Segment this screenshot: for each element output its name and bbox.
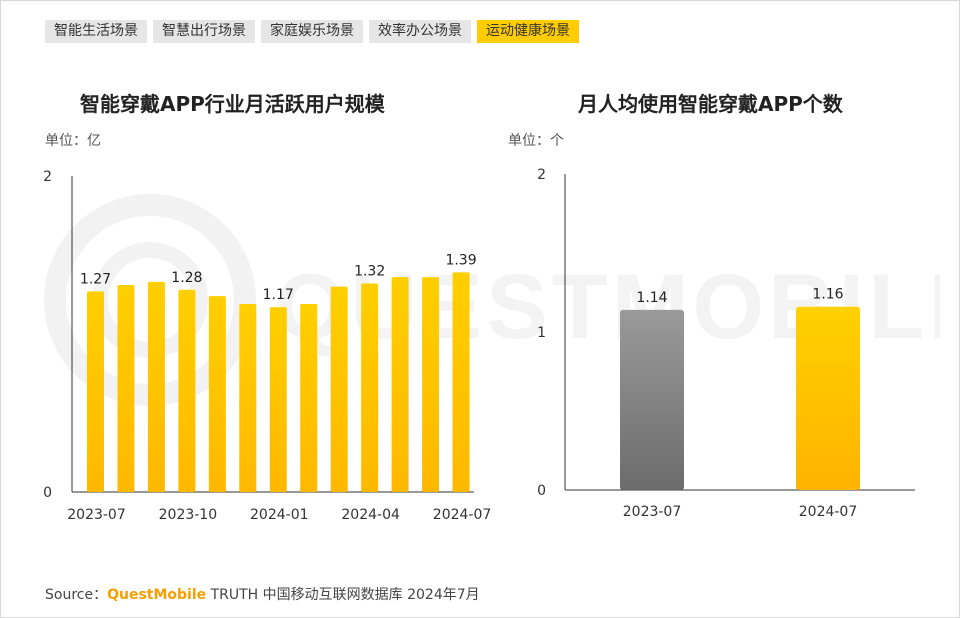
source-prefix: Source： (45, 587, 108, 603)
chart2-y-tick-label: 1 (537, 325, 546, 341)
chart1-bar (87, 291, 104, 492)
chart1-bar (147, 281, 165, 492)
chart1-data-label: 1.27 (80, 271, 111, 287)
chart1-bar (391, 277, 409, 492)
chart1-x-tick-label: 2024-07 (433, 507, 492, 523)
chart1-bar (452, 272, 470, 492)
chart1-x-tick-label: 2023-07 (67, 507, 126, 523)
chart1-data-label: 1.32 (354, 263, 385, 279)
chart1-data-label: 1.28 (171, 270, 202, 286)
chart1-bar (269, 307, 287, 492)
chart2-y-tick-label: 2 (537, 167, 546, 183)
chart1-title: 智能穿戴APP行业月活跃用户规模 (80, 92, 385, 116)
chart1-data-label: 1.39 (445, 252, 476, 268)
source-rest: TRUTH 中国移动互联网数据库 2024年7月 (206, 587, 480, 603)
chart2-title: 月人均使用智能穿戴APP个数 (578, 92, 843, 116)
chart1-bar (178, 289, 196, 492)
chart2-y-tick-label: 0 (537, 483, 546, 499)
tab-office-efficiency[interactable]: 效率办公场景 (369, 20, 471, 43)
chart2-x-tick-label: 2023-07 (623, 504, 682, 520)
scenario-tabs: 智能生活场景 智慧出行场景 家庭娱乐场景 效率办公场景 运动健康场景 (45, 20, 579, 43)
source-brand: QuestMobile (107, 587, 207, 603)
chart1-bar (239, 303, 257, 492)
source-note: Source：QuestMobile TRUTH 中国移动互联网数据库 2024… (45, 584, 480, 604)
chart1-x-tick-label: 2024-01 (250, 507, 309, 523)
chart2-bar (620, 309, 684, 490)
chart1-data-label: 1.17 (263, 287, 294, 303)
chart2-data-label: 1.14 (636, 290, 667, 306)
tab-home-entertainment[interactable]: 家庭娱乐场景 (261, 20, 363, 43)
tab-smart-life[interactable]: 智能生活场景 (45, 20, 147, 43)
chart2-data-label: 1.16 (812, 287, 843, 303)
chart1-bar (361, 283, 379, 492)
chart2-bar (796, 306, 860, 490)
chart1-x-tick-label: 2023-10 (159, 507, 218, 523)
tab-sports-health[interactable]: 运动健康场景 (477, 20, 579, 43)
chart2-unit: 单位：个 (508, 133, 564, 149)
chart1-y-tick-label: 0 (43, 485, 52, 501)
chart1-unit: 单位：亿 (45, 133, 101, 149)
chart1-bar (117, 285, 135, 492)
tab-smart-travel[interactable]: 智慧出行场景 (153, 20, 255, 43)
chart1-bar (330, 286, 348, 492)
chart2-x-tick-label: 2024-07 (799, 504, 858, 520)
chart1-x-tick-label: 2024-04 (341, 507, 400, 523)
chart1-y-tick-label: 2 (43, 169, 52, 185)
chart1-bar (208, 296, 226, 492)
chart1-bar (422, 277, 440, 492)
chart1-bar (300, 303, 318, 492)
